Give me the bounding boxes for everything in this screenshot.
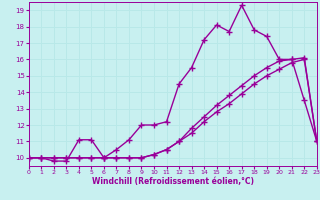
X-axis label: Windchill (Refroidissement éolien,°C): Windchill (Refroidissement éolien,°C) [92,177,254,186]
